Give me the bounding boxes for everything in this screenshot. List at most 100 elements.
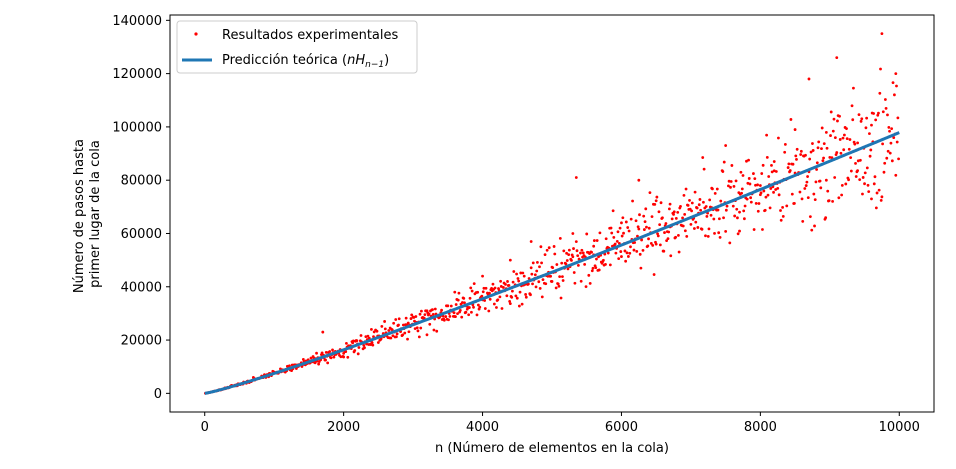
data-point <box>519 271 523 275</box>
data-point <box>500 307 504 310</box>
data-point <box>677 250 681 254</box>
x-axis-label: n (Número de elementos en la cola) <box>435 441 669 456</box>
data-point <box>762 189 766 193</box>
data-point <box>733 214 737 218</box>
data-point <box>858 178 862 182</box>
data-point <box>807 77 811 81</box>
data-point <box>309 356 313 360</box>
data-point <box>602 258 605 262</box>
data-point <box>612 235 616 239</box>
data-point <box>375 329 379 333</box>
data-point <box>740 191 744 195</box>
data-point <box>831 129 835 133</box>
data-point <box>783 142 787 146</box>
data-point <box>770 170 774 174</box>
data-point <box>321 330 325 334</box>
data-point <box>418 312 422 316</box>
data-point <box>506 280 509 283</box>
y-tick-label: 20000 <box>121 334 162 349</box>
data-point <box>783 150 787 154</box>
data-point <box>739 170 743 174</box>
data-point <box>488 297 492 301</box>
data-point <box>609 226 613 230</box>
data-point <box>636 234 639 238</box>
data-point <box>810 228 814 232</box>
data-point <box>518 290 522 294</box>
data-point <box>727 179 731 183</box>
data-point <box>499 285 503 288</box>
data-point <box>741 174 745 177</box>
data-point <box>481 274 484 278</box>
data-point <box>847 178 850 182</box>
data-point <box>346 355 350 359</box>
data-point <box>499 279 502 283</box>
data-point <box>625 251 629 255</box>
data-point <box>515 272 518 276</box>
data-point <box>736 232 740 236</box>
data-point <box>698 198 702 201</box>
data-point <box>693 190 697 194</box>
data-point <box>659 201 663 205</box>
data-point <box>627 229 631 233</box>
data-point <box>890 159 894 163</box>
data-point <box>576 263 580 267</box>
data-point <box>682 193 686 197</box>
data-point <box>827 199 831 202</box>
data-point <box>821 159 825 163</box>
data-point <box>839 151 843 155</box>
data-point <box>616 230 620 234</box>
data-point <box>495 306 498 309</box>
data-point <box>874 206 878 210</box>
data-point <box>598 231 602 235</box>
data-point <box>681 224 685 228</box>
data-point <box>498 295 502 299</box>
data-point <box>736 216 739 220</box>
x-tick-label: 8000 <box>744 420 777 435</box>
data-point <box>677 233 680 237</box>
data-point <box>608 263 612 267</box>
data-point <box>561 275 564 278</box>
data-point <box>883 98 887 101</box>
data-point <box>579 251 582 255</box>
data-point <box>731 204 735 208</box>
data-point <box>888 151 892 155</box>
data-point <box>475 313 479 317</box>
y-axis-label-line-2: primer lugar de la cola <box>88 140 103 288</box>
data-point <box>697 203 701 207</box>
data-point <box>696 226 700 229</box>
data-point <box>717 217 721 221</box>
data-point <box>620 234 624 238</box>
data-point <box>876 113 880 117</box>
data-point <box>511 280 515 284</box>
data-point <box>566 267 570 271</box>
data-point <box>448 314 452 318</box>
data-point <box>425 333 429 337</box>
data-point <box>838 114 841 118</box>
data-point <box>655 195 659 199</box>
data-point <box>406 321 410 325</box>
data-point <box>812 192 816 196</box>
data-point <box>808 157 812 161</box>
data-point <box>679 204 682 208</box>
data-point <box>423 313 427 317</box>
data-point <box>463 301 466 305</box>
data-point <box>364 335 368 339</box>
data-point <box>456 298 460 302</box>
data-point <box>372 330 376 334</box>
data-point <box>657 210 661 214</box>
data-point <box>345 341 348 345</box>
data-point <box>895 84 898 88</box>
data-point <box>623 249 627 253</box>
data-point <box>840 193 844 197</box>
data-point <box>800 197 804 201</box>
data-point <box>590 250 593 254</box>
y-tick-label: 0 <box>154 387 162 402</box>
data-point <box>524 293 528 296</box>
data-point <box>738 229 741 233</box>
data-point <box>464 310 468 314</box>
data-point <box>894 72 898 76</box>
data-point <box>742 209 746 213</box>
x-axis-ticks: 0 2000 4000 6000 8000 10000 <box>201 412 920 435</box>
data-point <box>613 242 617 246</box>
data-point <box>594 266 598 270</box>
